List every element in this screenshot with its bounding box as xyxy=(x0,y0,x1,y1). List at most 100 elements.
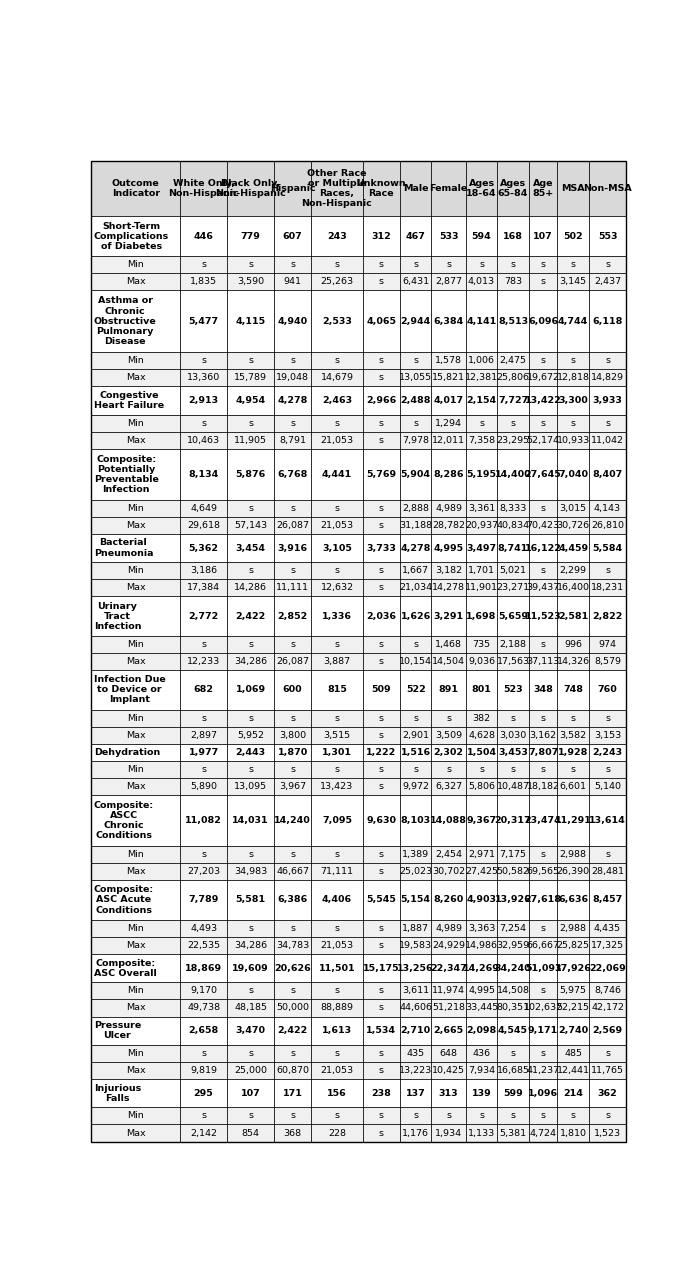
Bar xyxy=(431,1107,466,1125)
Bar xyxy=(431,1000,466,1017)
Text: s: s xyxy=(248,356,253,366)
Text: Injurious
Falls: Injurious Falls xyxy=(94,1084,141,1103)
Bar xyxy=(557,256,589,273)
Bar xyxy=(400,937,431,954)
Text: 137: 137 xyxy=(406,1089,426,1098)
Text: 20,317: 20,317 xyxy=(495,816,531,825)
Bar xyxy=(431,562,466,579)
Bar xyxy=(227,779,274,795)
Bar xyxy=(400,290,431,353)
Bar xyxy=(589,937,626,954)
Text: 16,685: 16,685 xyxy=(496,1066,529,1075)
Bar xyxy=(557,795,589,846)
Text: s: s xyxy=(540,764,545,773)
Bar xyxy=(92,1000,180,1017)
Bar xyxy=(528,864,557,880)
Text: 2,581: 2,581 xyxy=(558,611,588,620)
Bar xyxy=(528,1045,557,1062)
Text: s: s xyxy=(413,640,418,649)
Bar xyxy=(363,596,400,636)
Text: s: s xyxy=(413,1112,418,1121)
Bar xyxy=(363,864,400,880)
Bar xyxy=(497,761,528,779)
Text: s: s xyxy=(335,714,339,723)
Bar xyxy=(312,937,363,954)
Bar xyxy=(528,636,557,653)
Text: 11,501: 11,501 xyxy=(318,964,356,973)
Text: 13,614: 13,614 xyxy=(589,816,626,825)
Bar xyxy=(589,653,626,671)
Text: 14,508: 14,508 xyxy=(496,986,529,995)
Bar xyxy=(557,779,589,795)
Text: Min: Min xyxy=(127,714,144,723)
Bar xyxy=(312,1107,363,1125)
Bar xyxy=(497,954,528,982)
Bar xyxy=(227,216,274,256)
Bar xyxy=(528,880,557,920)
Text: 25,806: 25,806 xyxy=(496,373,529,382)
Text: 8,407: 8,407 xyxy=(592,470,622,479)
Bar xyxy=(557,431,589,449)
Bar xyxy=(227,1017,274,1045)
Bar xyxy=(528,864,557,880)
Text: 51,093: 51,093 xyxy=(525,964,561,973)
Bar xyxy=(363,1125,400,1142)
Bar xyxy=(497,534,528,562)
Bar xyxy=(92,517,180,534)
Bar xyxy=(180,1125,227,1142)
Bar xyxy=(557,161,589,216)
Text: 509: 509 xyxy=(372,686,391,695)
Bar xyxy=(557,1107,589,1125)
Bar xyxy=(497,846,528,864)
Bar xyxy=(528,653,557,671)
Text: s: s xyxy=(379,764,384,773)
Text: 26,087: 26,087 xyxy=(276,658,309,667)
Bar xyxy=(400,414,431,431)
Text: 168: 168 xyxy=(503,232,523,241)
Bar xyxy=(274,779,312,795)
Bar xyxy=(466,449,497,499)
Bar xyxy=(180,290,227,353)
Bar xyxy=(180,1125,227,1142)
Bar xyxy=(92,636,180,653)
Bar xyxy=(180,431,227,449)
Bar xyxy=(363,1062,400,1079)
Bar xyxy=(466,744,497,761)
Text: s: s xyxy=(540,714,545,723)
Bar xyxy=(466,982,497,1000)
Text: 2,443: 2,443 xyxy=(235,748,265,757)
Text: 34,286: 34,286 xyxy=(234,941,267,950)
Bar xyxy=(431,534,466,562)
Bar xyxy=(363,517,400,534)
Bar xyxy=(363,449,400,499)
Text: 10,463: 10,463 xyxy=(187,436,220,445)
Bar xyxy=(400,954,431,982)
Bar xyxy=(528,937,557,954)
Text: 4,744: 4,744 xyxy=(558,317,588,326)
Text: 102,632: 102,632 xyxy=(524,1004,563,1013)
Bar xyxy=(92,290,180,353)
Bar xyxy=(528,431,557,449)
Bar xyxy=(557,920,589,937)
Bar xyxy=(363,1000,400,1017)
Bar xyxy=(497,1079,528,1107)
Text: s: s xyxy=(446,260,451,269)
Bar xyxy=(227,709,274,727)
Bar xyxy=(227,579,274,596)
Bar xyxy=(557,795,589,846)
Text: 1,006: 1,006 xyxy=(468,356,495,366)
Text: 5,545: 5,545 xyxy=(366,896,396,905)
Bar xyxy=(466,920,497,937)
Bar xyxy=(92,216,180,256)
Text: Dehydration: Dehydration xyxy=(94,748,160,757)
Bar xyxy=(497,744,528,761)
Bar xyxy=(180,290,227,353)
Bar xyxy=(227,779,274,795)
Bar xyxy=(180,517,227,534)
Bar xyxy=(227,386,274,414)
Bar xyxy=(589,386,626,414)
Bar xyxy=(557,709,589,727)
Bar xyxy=(497,1125,528,1142)
Bar xyxy=(363,779,400,795)
Bar xyxy=(466,653,497,671)
